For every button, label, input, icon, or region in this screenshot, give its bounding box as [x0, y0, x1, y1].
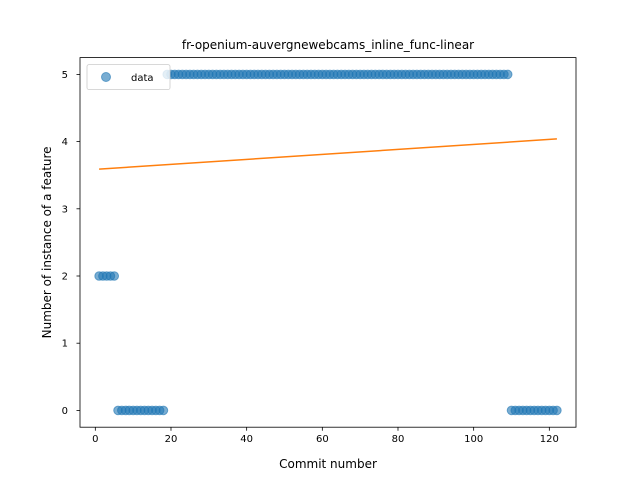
legend-marker-data: [101, 72, 111, 82]
data-point: [158, 405, 169, 416]
x-tick-label: 0: [92, 434, 98, 445]
data-point: [109, 271, 120, 281]
x-tick-label: 40: [240, 434, 253, 445]
y-tick-label: 5: [62, 70, 68, 81]
legend-label-data: data: [131, 73, 154, 84]
x-tick-label: 80: [392, 434, 405, 445]
x-tick-label: 120: [540, 434, 559, 445]
x-tick-label: 20: [165, 434, 178, 445]
y-tick-label: 1: [62, 339, 68, 350]
data-point: [502, 69, 513, 80]
y-axis-label: Number of instance of a feature: [40, 146, 54, 338]
y-tick-label: 0: [62, 406, 68, 417]
legend-frame: [86, 64, 171, 90]
y-tick-label: 4: [62, 137, 68, 148]
y-axis: 0 1 2 3 4 5: [62, 70, 80, 417]
data-point: [552, 405, 562, 416]
legend: data: [86, 64, 171, 90]
y-tick-label: 3: [62, 204, 68, 215]
x-axis: 0 20 40 60 80 100 120: [92, 427, 559, 445]
fit-line: [99, 138, 557, 170]
chart-title: fr-openium-auvergnewebcams_inline_func-l…: [182, 38, 474, 52]
x-axis-label: Commit number: [279, 457, 377, 471]
plot-area: [94, 69, 562, 416]
axes-frame: [79, 57, 577, 428]
y-tick-label: 2: [62, 272, 68, 283]
x-tick-label: 60: [316, 434, 329, 445]
x-tick-label: 100: [464, 434, 483, 445]
